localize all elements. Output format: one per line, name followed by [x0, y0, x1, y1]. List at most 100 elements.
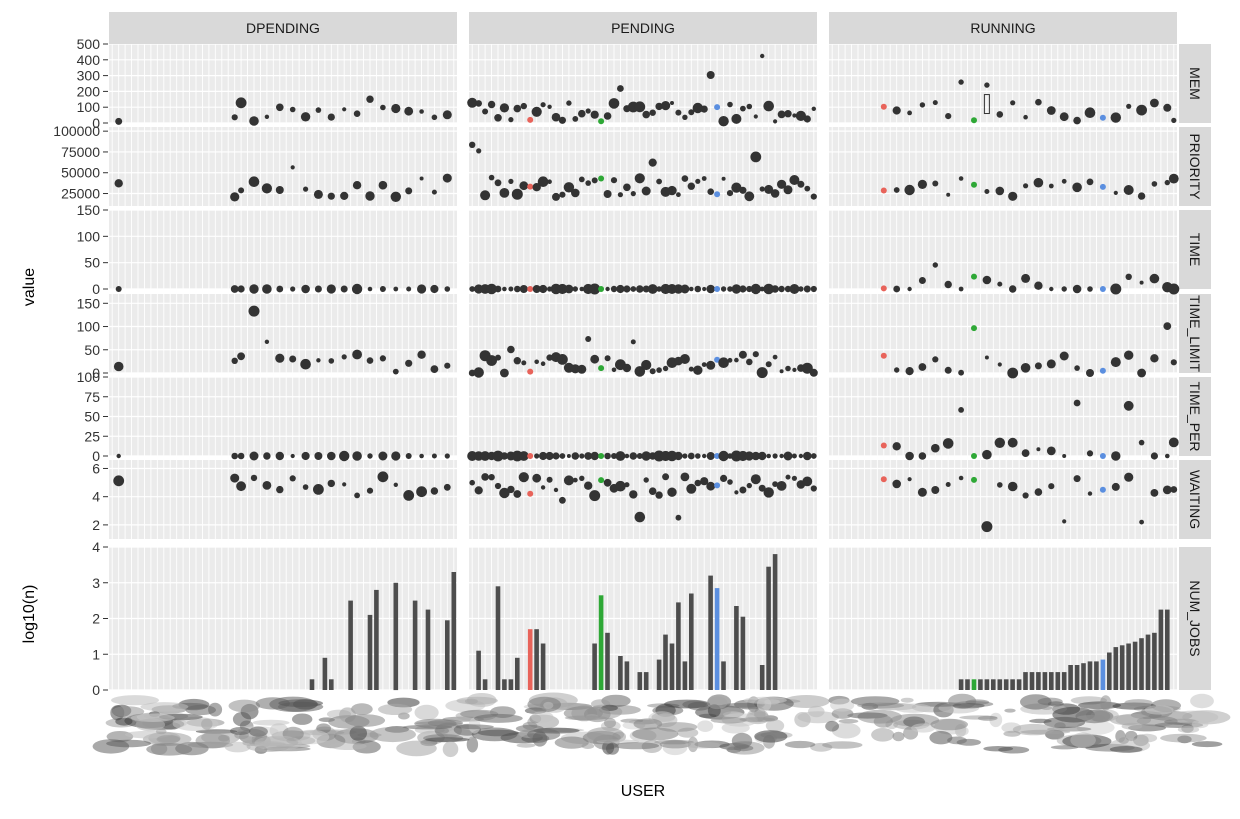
data-point — [791, 453, 797, 459]
data-point — [1164, 179, 1171, 186]
data-point — [1099, 367, 1106, 374]
data-point — [1061, 286, 1067, 292]
data-point — [598, 477, 605, 484]
smudge — [230, 727, 251, 735]
data-point — [378, 451, 388, 461]
data-point — [539, 284, 548, 294]
data-point — [235, 97, 247, 109]
num-jobs-bar — [495, 586, 501, 690]
data-point — [893, 187, 900, 193]
num-jobs-bar — [1042, 672, 1048, 690]
smudge — [1020, 694, 1052, 710]
data-point — [264, 339, 270, 344]
num-jobs-bar — [618, 656, 623, 690]
data-point — [759, 186, 765, 192]
data-point — [230, 192, 240, 202]
data-point — [944, 280, 952, 289]
num-jobs-bar — [393, 582, 399, 691]
smudge — [765, 719, 785, 733]
data-point — [1111, 482, 1120, 491]
data-point — [480, 190, 491, 201]
data-point — [579, 453, 585, 459]
y-tick-label: 500 — [77, 36, 101, 52]
num-jobs-bar — [643, 672, 649, 690]
data-point — [803, 451, 812, 461]
data-point — [502, 286, 507, 292]
smudge — [515, 724, 544, 733]
data-point — [789, 284, 800, 294]
y-tick-label: 100 — [77, 228, 101, 244]
smudge — [130, 713, 175, 722]
data-point — [655, 491, 663, 499]
obscured-x-tick-labels — [92, 692, 1231, 758]
smudge — [756, 697, 772, 712]
y-tick-label: 4 — [92, 539, 100, 555]
data-point — [1150, 98, 1159, 108]
data-point — [527, 490, 534, 497]
data-point — [1007, 367, 1019, 379]
data-point — [1110, 112, 1122, 123]
row-strip-label: NUM_JOBS — [1187, 580, 1203, 656]
num-jobs-bar — [1068, 665, 1073, 690]
data-point — [688, 366, 694, 372]
num-jobs-bar — [412, 600, 418, 690]
smudge — [201, 730, 240, 745]
data-point — [1086, 369, 1094, 377]
data-point — [1139, 519, 1144, 525]
num-jobs-bar — [714, 588, 720, 690]
smudge — [822, 741, 863, 749]
data-point — [1150, 354, 1159, 363]
data-point — [248, 305, 260, 317]
data-point — [604, 355, 611, 362]
data-point — [469, 141, 476, 148]
data-point — [1062, 454, 1067, 458]
data-point — [809, 368, 818, 377]
num-jobs-bar — [1055, 672, 1061, 690]
smudge — [952, 703, 985, 709]
data-point — [629, 490, 638, 499]
y-tick-label: 2 — [92, 611, 100, 627]
data-point — [811, 106, 816, 112]
data-point — [932, 180, 939, 187]
data-point — [577, 364, 587, 374]
smudge — [228, 699, 261, 713]
data-point — [803, 115, 811, 123]
data-point — [1124, 472, 1134, 482]
data-point — [795, 110, 807, 121]
num-jobs-bar — [1049, 672, 1054, 690]
data-point — [771, 285, 779, 293]
data-point — [700, 105, 708, 113]
data-point — [443, 483, 451, 491]
smudge — [838, 719, 859, 724]
data-point — [290, 165, 295, 170]
data-point — [611, 453, 617, 459]
data-point — [264, 114, 270, 120]
smudge — [1020, 729, 1071, 735]
data-point — [718, 116, 729, 127]
data-point — [499, 188, 510, 198]
data-point — [785, 365, 791, 372]
num-jobs-bar — [322, 657, 328, 690]
data-point — [746, 482, 752, 489]
data-point — [559, 453, 566, 459]
panel-background — [109, 127, 457, 206]
num-jobs-bar — [1061, 672, 1067, 690]
data-point — [1087, 491, 1093, 496]
data-point — [559, 191, 566, 198]
data-point — [893, 285, 901, 293]
data-point — [810, 193, 817, 200]
smudge — [531, 711, 554, 723]
data-point — [739, 486, 747, 494]
data-point — [249, 284, 259, 294]
data-point — [500, 368, 509, 378]
data-point — [300, 112, 311, 122]
data-point — [744, 191, 755, 202]
data-point — [616, 284, 625, 294]
smudge — [564, 715, 608, 721]
data-point — [1136, 104, 1147, 116]
data-point — [750, 283, 761, 295]
data-point — [701, 362, 707, 367]
data-point — [792, 113, 797, 118]
smudge — [396, 740, 437, 757]
